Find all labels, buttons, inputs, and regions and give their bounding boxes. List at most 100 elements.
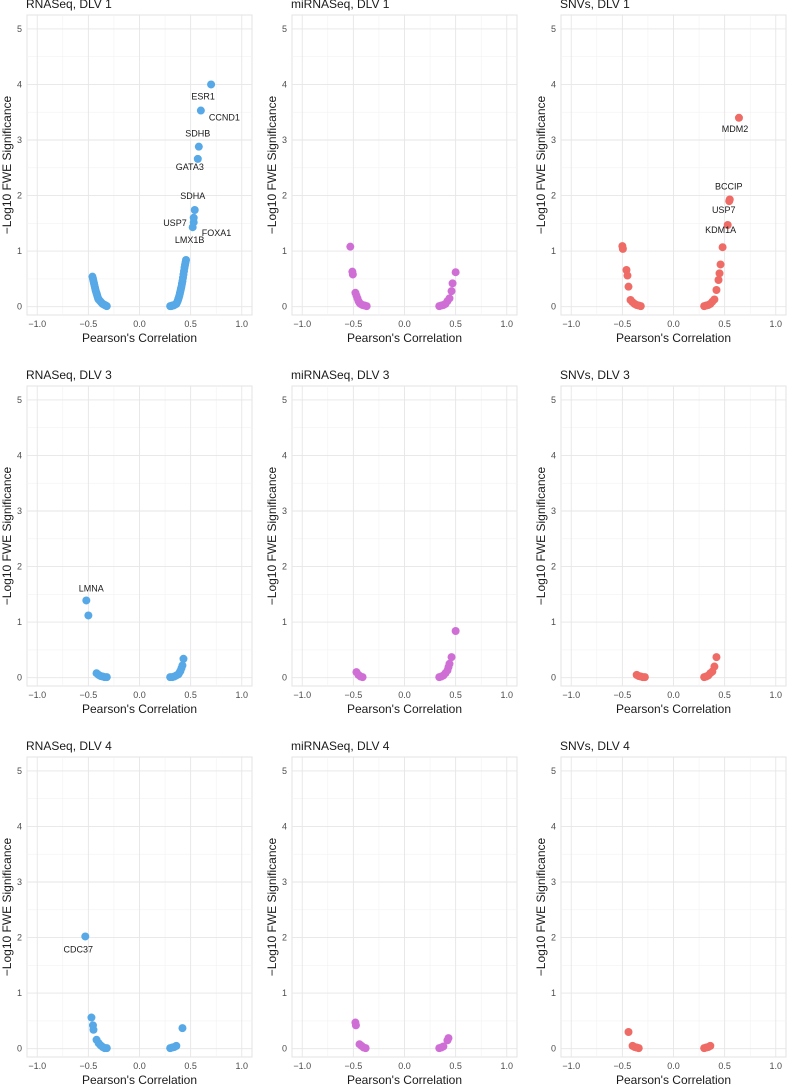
y-tick-label: 2: [17, 562, 22, 572]
y-tick-label: 3: [551, 135, 556, 145]
y-tick-label: 5: [551, 24, 556, 34]
point-label: SDHB: [185, 129, 210, 139]
y-axis-label: −Log10 FWE Significance: [0, 95, 14, 234]
x-tick-label: −0.5: [613, 690, 631, 700]
data-point: [190, 206, 199, 214]
y-axis-label: −Log10 FWE Significance: [265, 95, 279, 234]
y-tick-label: 4: [551, 450, 556, 460]
y-tick-label: 3: [17, 506, 22, 516]
panel-title: miRNASeq, DLV 4: [291, 739, 390, 753]
x-tick-label: 1.0: [236, 1061, 249, 1071]
data-point: [445, 659, 454, 668]
x-tick-label: −1.0: [28, 319, 46, 329]
data-point: [361, 1044, 370, 1053]
x-tick-label: 1.0: [236, 319, 249, 329]
data-point: [445, 294, 454, 303]
x-tick-label: −1.0: [293, 690, 311, 700]
data-point: [623, 271, 632, 280]
point-label: USP7: [163, 218, 187, 228]
point-label: FOXA1: [202, 228, 232, 238]
data-point: [715, 269, 724, 278]
data-point: [172, 1041, 181, 1050]
data-point: [451, 268, 460, 277]
panel-snvs-3: −1.0 −0.5 0.0 0.5 1.0 0 1 2 3 4 5 Pearson's Correla…: [534, 739, 787, 1087]
x-tick-label: 0.0: [667, 319, 680, 329]
panel-title: RNASeq, DLV 3: [26, 368, 112, 382]
x-tick-label: −1.0: [28, 1061, 46, 1071]
data-point: [82, 596, 91, 605]
panel-rnaseq-2: −1.0 −0.5 0.0 0.5 1.0 0 1 2 3 4 5 Pearson's Correla…: [0, 368, 253, 716]
data-point: [712, 286, 721, 294]
data-point: [710, 295, 719, 304]
x-axis-label: Pearson's Correlation: [347, 331, 462, 345]
panel-mirnaseq-3: −1.0 −0.5 0.0 0.5 1.0 0 1 2 3 4 5 Pearson's Correla…: [265, 739, 518, 1087]
y-tick-label: 5: [17, 766, 22, 776]
x-tick-label: 1.0: [770, 1061, 783, 1071]
x-tick-label: −1.0: [293, 319, 311, 329]
x-tick-label: 0.5: [718, 690, 731, 700]
y-tick-label: 1: [551, 617, 556, 627]
y-tick-label: 5: [551, 395, 556, 405]
y-tick-label: 5: [282, 766, 287, 776]
data-point: [734, 113, 743, 122]
y-tick-label: 0: [17, 302, 22, 312]
x-tick-label: −1.0: [562, 319, 580, 329]
data-point: [188, 223, 197, 232]
y-tick-label: 4: [17, 450, 22, 460]
y-tick-label: 4: [282, 79, 287, 89]
y-tick-label: 3: [282, 135, 287, 145]
data-point: [102, 302, 111, 311]
point-label: LMNA: [79, 583, 104, 593]
panel-rnaseq-3: −1.0 −0.5 0.0 0.5 1.0 0 1 2 3 4 5 Pearson's Correla…: [0, 739, 253, 1087]
y-tick-label: 1: [17, 246, 22, 256]
y-tick-label: 4: [17, 821, 22, 831]
data-point: [87, 1013, 96, 1022]
data-point: [81, 932, 90, 941]
x-tick-label: 0.5: [449, 1061, 462, 1071]
x-tick-label: 1.0: [770, 319, 783, 329]
x-tick-label: 0.5: [449, 319, 462, 329]
y-tick-label: 5: [282, 24, 287, 34]
x-axis-label: Pearson's Correlation: [616, 1073, 731, 1086]
x-tick-label: −1.0: [293, 1061, 311, 1071]
point-label: GATA3: [176, 162, 204, 172]
x-tick-label: −0.5: [79, 690, 97, 700]
x-tick-label: 0.0: [667, 690, 680, 700]
data-point: [178, 661, 187, 670]
y-tick-label: 2: [551, 191, 556, 201]
data-point: [439, 1042, 448, 1051]
y-axis-label: −Log10 FWE Significance: [0, 837, 14, 976]
data-point: [448, 279, 457, 288]
y-axis-label: −Log10 FWE Significance: [265, 837, 279, 976]
panel-title: miRNASeq, DLV 3: [291, 368, 390, 382]
y-tick-label: 5: [17, 24, 22, 34]
y-axis-label: −Log10 FWE Significance: [534, 466, 548, 605]
y-tick-label: 1: [551, 988, 556, 998]
y-tick-label: 2: [17, 191, 22, 201]
data-point: [634, 1044, 643, 1053]
x-tick-label: −0.5: [344, 319, 362, 329]
panel-title: SNVs, DLV 1: [560, 0, 630, 11]
data-point: [624, 282, 633, 291]
panel-title: SNVs, DLV 3: [560, 368, 630, 382]
x-tick-label: 1.0: [501, 1061, 514, 1071]
data-point: [84, 611, 93, 620]
panel-mirnaseq-2: −1.0 −0.5 0.0 0.5 1.0 0 1 2 3 4 5 Pearson's Correla…: [265, 368, 518, 716]
data-point: [725, 197, 734, 206]
y-tick-label: 0: [551, 673, 556, 683]
x-axis-label: Pearson's Correlation: [347, 702, 462, 716]
x-axis-label: Pearson's Correlation: [82, 331, 197, 345]
panel-title: RNASeq, DLV 1: [26, 0, 112, 11]
x-tick-label: −0.5: [79, 319, 97, 329]
y-tick-label: 1: [17, 617, 22, 627]
data-point: [718, 243, 727, 252]
panel-title: SNVs, DLV 4: [560, 739, 630, 753]
x-tick-label: 0.0: [398, 690, 411, 700]
data-point: [618, 244, 627, 253]
data-point: [348, 270, 357, 279]
point-label: CDC37: [64, 944, 94, 954]
data-point: [640, 673, 649, 682]
y-tick-label: 0: [551, 1044, 556, 1054]
x-tick-label: 0.5: [718, 1061, 731, 1071]
